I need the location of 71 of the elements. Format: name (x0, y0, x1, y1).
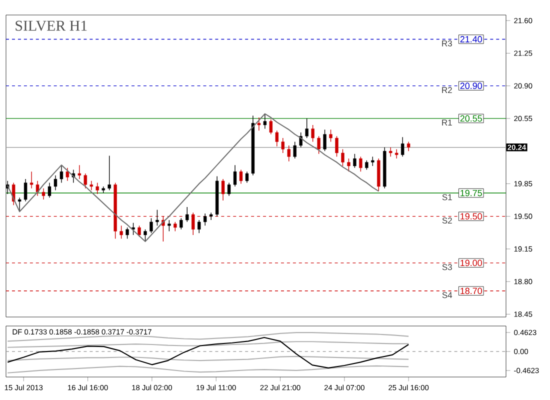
candlestick (180, 218, 183, 230)
candlestick (168, 220, 171, 232)
candlestick (221, 178, 225, 201)
candlestick (186, 206, 189, 222)
candlestick (365, 160, 368, 170)
candlestick (78, 164, 82, 180)
candlestick (209, 212, 213, 220)
candlestick (281, 138, 284, 154)
candlestick (24, 178, 28, 202)
candlestick (54, 174, 58, 191)
candlestick (389, 147, 392, 158)
candlestick (36, 180, 40, 196)
candlestick (192, 212, 195, 236)
candlestick (329, 129, 332, 142)
candlestick (90, 180, 93, 191)
candlestick (305, 118, 308, 138)
ref-line-label: 21.40 (460, 36, 482, 42)
candlestick (126, 227, 129, 240)
annotation: S3 (442, 264, 452, 270)
candlestick (96, 182, 99, 194)
candlestick (30, 171, 34, 189)
ref-line-label: 19.50 (460, 213, 482, 220)
candlestick (108, 155, 111, 191)
annotation: S1 (442, 194, 452, 200)
candlestick (406, 141, 410, 152)
candlestick (204, 213, 207, 226)
candlestick (293, 141, 296, 159)
candlestick (174, 222, 177, 232)
candlestick (371, 156, 374, 166)
candlestick (347, 158, 350, 172)
candlestick (42, 188, 46, 200)
candlestick (48, 182, 52, 198)
candlestick (257, 117, 261, 131)
candlestick (341, 148, 344, 166)
ref-line-label: 20.55 (460, 115, 482, 122)
candlestick (263, 113, 267, 130)
candlestick (395, 148, 398, 159)
candlestick (60, 164, 64, 184)
candlestick (239, 169, 243, 184)
candlestick (353, 154, 356, 168)
chart-title: SILVER H1 (16, 20, 87, 31)
candlestick (132, 222, 135, 236)
annotation: R1 (442, 120, 452, 126)
ref-line-label: 19.00 (460, 260, 482, 266)
candlestick (150, 218, 153, 234)
candlestick (323, 129, 326, 152)
annotation: S4 (442, 292, 452, 298)
ref-line-label: 20.90 (460, 82, 482, 90)
candlestick (233, 164, 237, 187)
candlestick (287, 145, 290, 162)
candlestick (269, 119, 273, 135)
candlestick (227, 182, 231, 196)
candlestick (156, 209, 159, 226)
candlestick (317, 136, 320, 154)
candlestick (120, 225, 123, 240)
candlestick (311, 124, 314, 142)
ref-line-label: 19.75 (460, 190, 482, 196)
candlestick (245, 171, 249, 184)
candlestick (359, 156, 362, 172)
annotation: R3 (442, 40, 452, 46)
candlestick (144, 229, 147, 242)
annotation: R2 (442, 87, 452, 93)
annotation: S2 (442, 218, 452, 224)
ref-line-label: 18.70 (460, 288, 482, 294)
candlestick (275, 130, 279, 147)
candlestick (66, 168, 70, 182)
candlestick (400, 136, 404, 158)
candlestick (335, 136, 338, 158)
candlestick (84, 173, 87, 189)
candlestick (18, 197, 22, 212)
candlestick (198, 220, 201, 234)
